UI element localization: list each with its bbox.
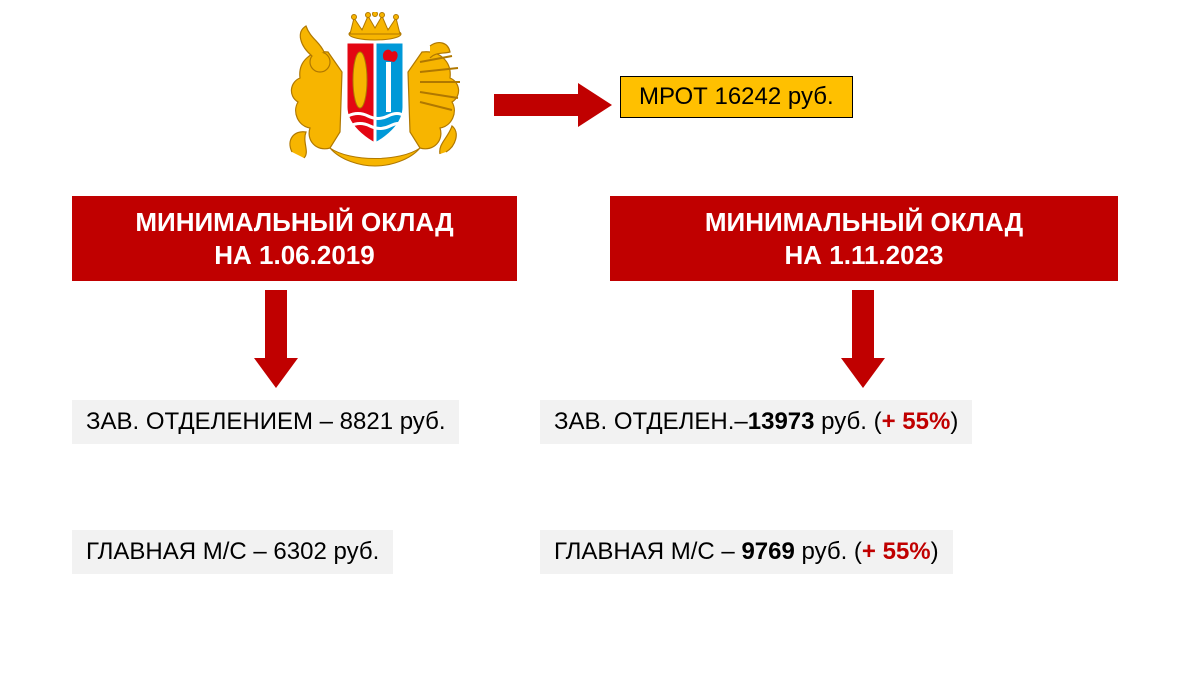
header-left-line2: НА 1.06.2019 xyxy=(72,239,517,272)
header-min-salary-2023: МИНИМАЛЬНЫЙ ОКЛАД НА 1.11.2023 xyxy=(610,196,1118,281)
value-ms-2023-post: руб. ( xyxy=(795,538,862,565)
header-min-salary-2019: МИНИМАЛЬНЫЙ ОКЛАД НА 1.06.2019 xyxy=(72,196,517,281)
value-ms-2023-close: ) xyxy=(931,538,939,565)
arrow-to-mrot xyxy=(494,82,614,133)
header-right-line1: МИНИМАЛЬНЫЙ ОКЛАД xyxy=(610,206,1118,239)
mrot-value-box: МРОТ 16242 руб. xyxy=(620,76,853,118)
value-ms-2023-amount: 9769 xyxy=(741,538,794,565)
value-zav-2023-close: ) xyxy=(950,408,958,435)
value-ms-2023-pre: ГЛАВНАЯ М/С – xyxy=(554,538,741,565)
value-ms-2019-text: ГЛАВНАЯ М/С – 6302 руб. xyxy=(86,538,379,565)
value-zav-2023-amount: 13973 xyxy=(748,408,815,435)
value-zav-2023-post: руб. ( xyxy=(815,408,882,435)
coat-of-arms-emblem xyxy=(280,12,470,167)
value-zav-2023-delta: + 55% xyxy=(882,408,951,435)
arrow-down-right xyxy=(840,290,886,395)
value-zav-2019-text: ЗАВ. ОТДЕЛЕНИЕМ – 8821 руб. xyxy=(86,408,445,435)
mrot-label: МРОТ 16242 руб. xyxy=(639,83,834,110)
value-ms-2023: ГЛАВНАЯ М/С – 9769 руб. (+ 55%) xyxy=(540,530,953,574)
value-ms-2023-delta: + 55% xyxy=(862,538,931,565)
arrow-down-left xyxy=(253,290,299,395)
header-left-line1: МИНИМАЛЬНЫЙ ОКЛАД xyxy=(72,206,517,239)
value-zav-2023: ЗАВ. ОТДЕЛЕН.–13973 руб. (+ 55%) xyxy=(540,400,972,444)
value-zav-2023-pre: ЗАВ. ОТДЕЛЕН.– xyxy=(554,408,748,435)
value-ms-2019: ГЛАВНАЯ М/С – 6302 руб. xyxy=(72,530,393,574)
value-zav-2019: ЗАВ. ОТДЕЛЕНИЕМ – 8821 руб. xyxy=(72,400,459,444)
header-right-line2: НА 1.11.2023 xyxy=(610,239,1118,272)
